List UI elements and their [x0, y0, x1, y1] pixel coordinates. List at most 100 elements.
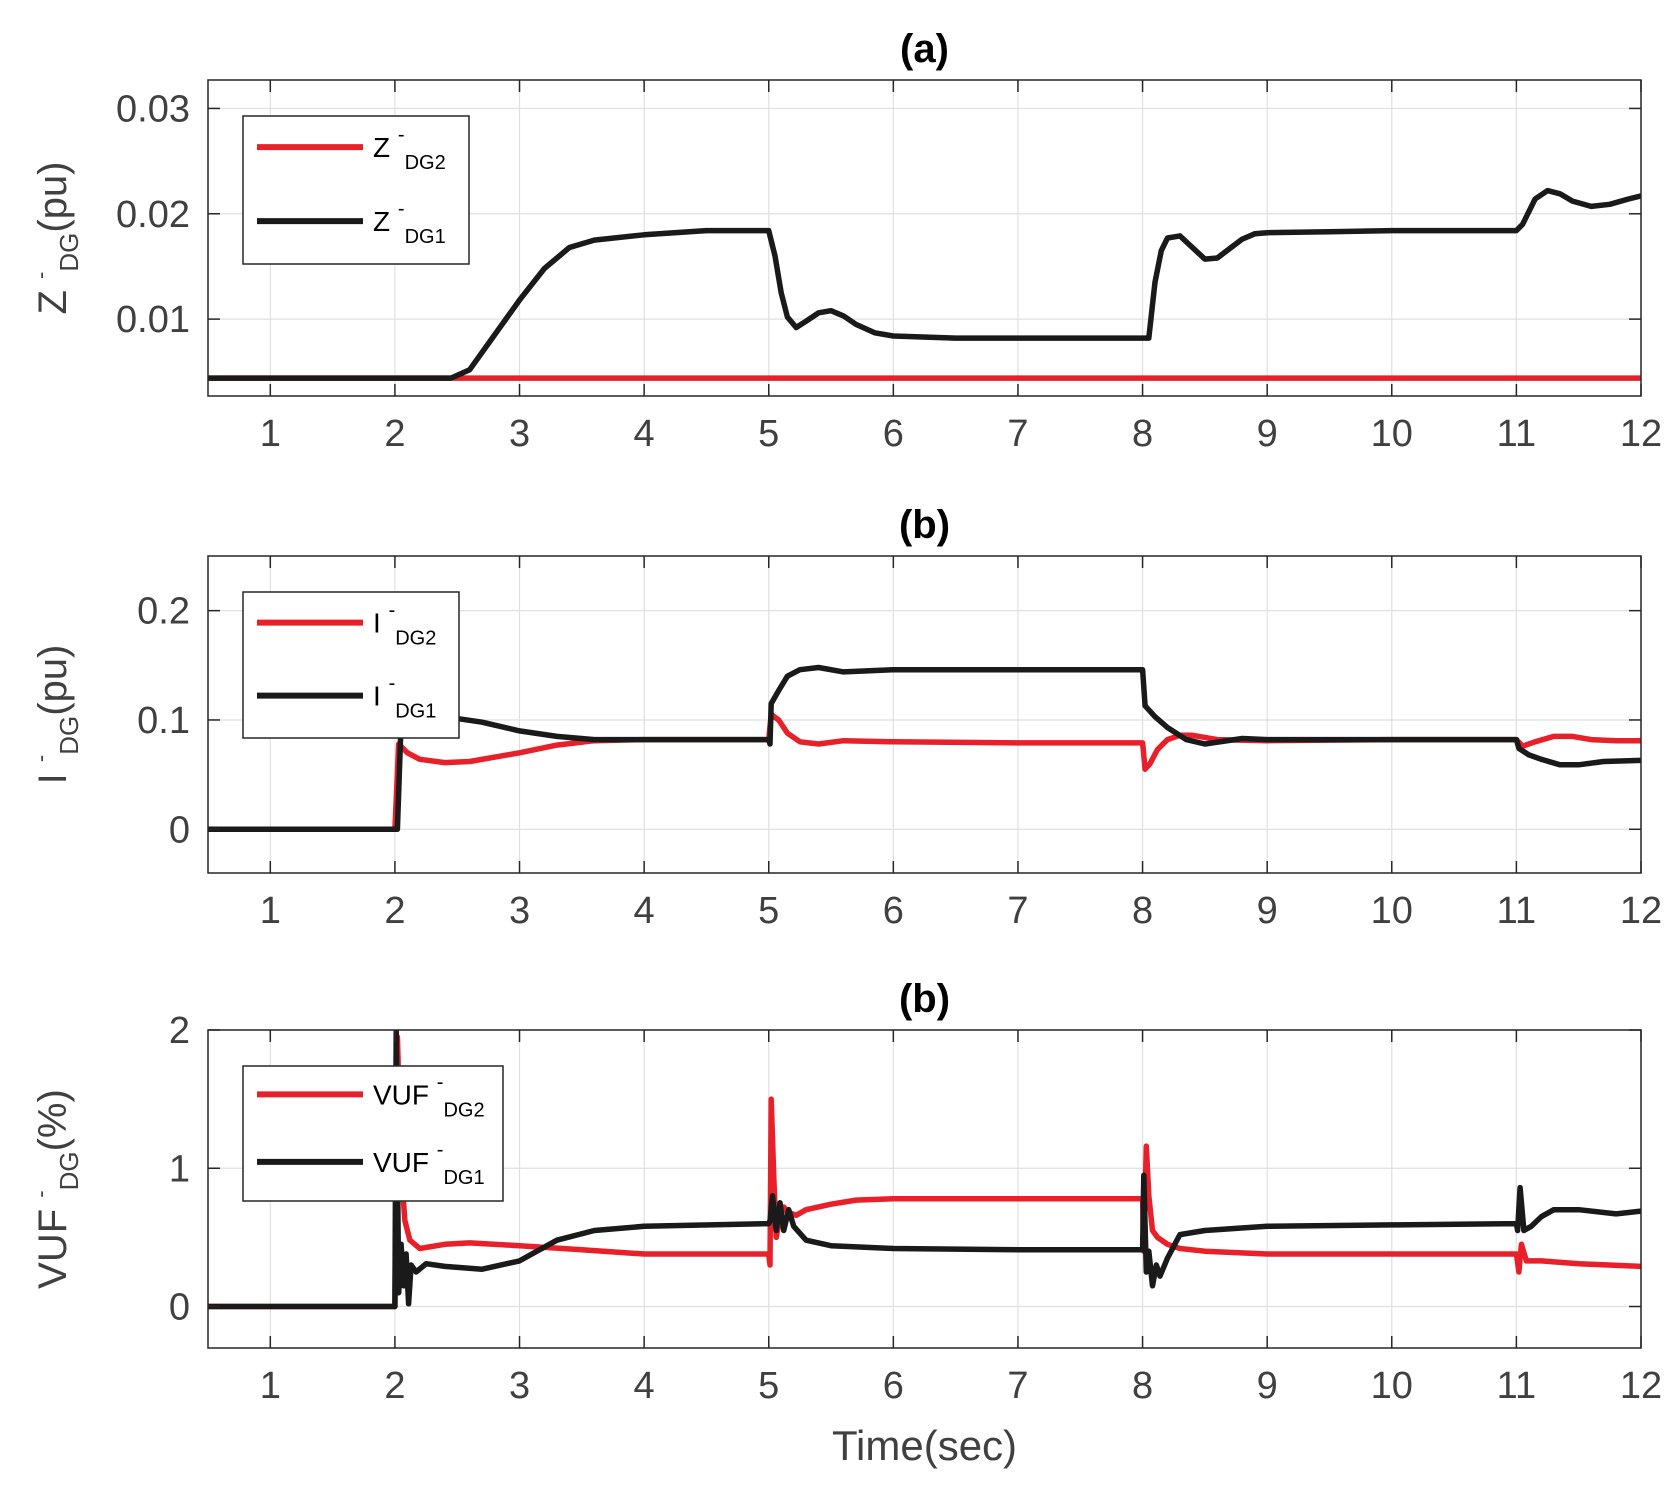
x-tick-label: 11 [1497, 413, 1536, 455]
x-axis-label: Time(sec) [832, 1422, 1017, 1469]
legend-label-dg2: Z -DG2 [373, 124, 446, 174]
x-tick-label: 4 [634, 413, 655, 455]
series-line-i-dg1 [208, 664, 1641, 833]
chart-title: (b) [899, 977, 950, 1021]
legend-label-base: I [373, 608, 389, 639]
y-axis-label-base: I [31, 762, 75, 784]
x-tick-label: 7 [1007, 890, 1028, 932]
x-tick-label: 1 [260, 1365, 281, 1407]
x-tick-label: 8 [1132, 890, 1153, 932]
x-tick-label: 10 [1371, 1365, 1413, 1407]
series-line-z-dg1 [208, 187, 1641, 381]
legend-label-superscript: - [389, 673, 396, 695]
y-axis-label-suffix: (pu) [31, 645, 75, 716]
chart-title: (a) [900, 27, 949, 71]
y-axis-label-subscript: DG [54, 716, 84, 755]
x-tick-label: 11 [1497, 1365, 1536, 1407]
x-tick-label: 11 [1497, 890, 1536, 932]
x-tick-label: 2 [384, 1365, 405, 1407]
x-tick-label: 2 [384, 413, 405, 455]
legend-box [242, 115, 470, 265]
legend-box [242, 591, 460, 739]
x-tick-label: 7 [1007, 1365, 1028, 1407]
x-tick-label: 4 [634, 890, 655, 932]
y-tick-label: 0.2 [137, 591, 190, 633]
legend-label-dg2: I - DG2 [373, 600, 436, 650]
legend-label-base: Z [373, 206, 398, 237]
legend-label-dg2: VUF - DG2 [373, 1071, 485, 1121]
series-group [208, 187, 1641, 381]
y-tick-label: 2 [169, 1010, 190, 1052]
legend-label-subscript: DG1 [395, 701, 436, 723]
y-tick-label: 0 [169, 1287, 190, 1329]
x-tick-label: 6 [883, 890, 904, 932]
x-tick-label: 5 [758, 890, 779, 932]
axes-box [207, 79, 1642, 397]
legend-label-dg1: Z -DG1 [373, 198, 446, 248]
series-group [208, 664, 1641, 833]
x-tick-label: 6 [883, 1365, 904, 1407]
legend-label-superscript: - [389, 600, 396, 622]
series-line-vuf-dg1 [208, 1030, 1641, 1310]
legend-label-superscript: - [398, 198, 405, 220]
legend-label-superscript: - [398, 124, 405, 146]
x-tick-label: 9 [1257, 1365, 1278, 1407]
y-axis-label-base: Z [31, 279, 75, 315]
x-tick-label: 7 [1007, 413, 1028, 455]
y-axis-label-subscript: DG [54, 1151, 84, 1190]
x-tick-label: 5 [758, 1365, 779, 1407]
legend-label-subscript: DG1 [443, 1167, 484, 1189]
x-tick-label: 3 [509, 1365, 530, 1407]
x-tick-label: 2 [384, 890, 405, 932]
y-tick-label: 0.02 [116, 194, 190, 236]
legend: Z -DG2 Z -DG1 [242, 115, 470, 265]
legend-label-base: VUF [373, 1147, 437, 1178]
y-tick-label: 0.03 [116, 88, 190, 130]
chart-panel-1: 1 2 3 4 5 6 7 8 9 10 11 120.010.020.03(a)Z -DG(pu)Z… [28, 27, 1662, 455]
x-tick-label: 12 [1620, 1365, 1662, 1407]
y-axis-label-base: VUF [31, 1198, 75, 1289]
legend-label-subscript: DG2 [443, 1099, 484, 1121]
y-axis-label-superscript: - [28, 272, 53, 279]
legend-label-dg1: I - DG1 [373, 673, 436, 723]
y-tick-label: 0.01 [116, 299, 190, 341]
legend-label-base: I [373, 681, 389, 712]
x-tick-label: 4 [634, 1365, 655, 1407]
x-tick-label: 8 [1132, 413, 1153, 455]
axes-box [207, 555, 1642, 874]
x-tick-label: 6 [883, 413, 904, 455]
legend: I - DG2 I - DG1 [242, 591, 460, 739]
x-tick-label: 9 [1257, 890, 1278, 932]
x-tick-label: 10 [1371, 890, 1413, 932]
legend-label-base: Z [373, 132, 398, 163]
y-axis-label-superscript: - [28, 1190, 53, 1197]
legend-label-dg1: VUF - DG1 [373, 1139, 485, 1189]
y-axis-label-superscript: - [28, 755, 53, 762]
x-tick-label: 8 [1132, 1365, 1153, 1407]
x-tick-label: 3 [509, 890, 530, 932]
chart-title: (b) [899, 503, 950, 547]
x-tick-label: 1 [260, 413, 281, 455]
series-line-vuf-dg2 [208, 1034, 1641, 1310]
y-axis-label-suffix: (%) [31, 1089, 75, 1151]
legend-label-superscript: - [437, 1139, 444, 1161]
x-tick-label: 5 [758, 413, 779, 455]
legend: VUF - DG2 VUF - DG1 [242, 1065, 504, 1202]
y-tick-label: 1 [169, 1148, 190, 1190]
y-axis-label: VUF -DG(%) [28, 1089, 84, 1289]
series-group [208, 1030, 1641, 1310]
x-tick-label: 1 [260, 890, 281, 932]
y-tick-label: 0 [169, 809, 190, 851]
y-axis-label: Z -DG(pu) [28, 161, 84, 314]
y-tick-label: 0.1 [137, 700, 190, 742]
x-tick-label: 3 [509, 413, 530, 455]
legend-box [242, 1065, 504, 1202]
y-axis-label-suffix: (pu) [31, 161, 75, 232]
legend-label-superscript: - [437, 1071, 444, 1093]
y-axis-label-subscript: DG [54, 233, 84, 272]
axes-box [207, 1029, 1642, 1349]
legend-label-base: VUF [373, 1079, 437, 1110]
